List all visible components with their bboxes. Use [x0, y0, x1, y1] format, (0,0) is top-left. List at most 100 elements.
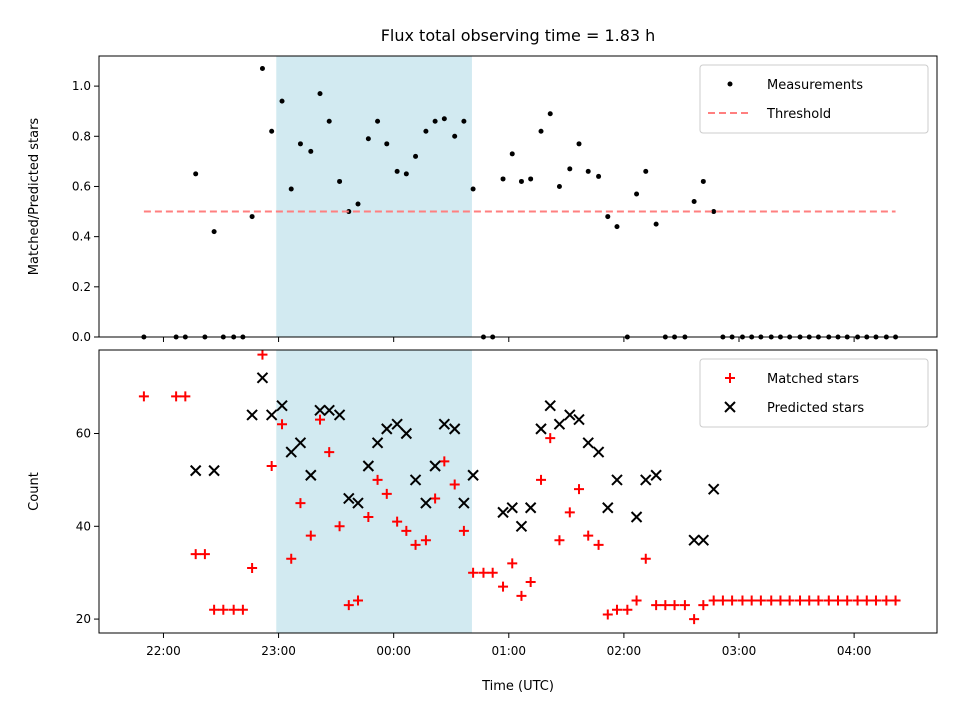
matched-star-marker [823, 595, 834, 606]
matched-star-marker [363, 512, 374, 523]
matched-star-marker [669, 600, 680, 611]
predicted-star-marker [506, 502, 518, 514]
matched-star-marker [498, 581, 509, 592]
legend-predicted-marker [724, 401, 736, 413]
matched-star-marker [640, 553, 651, 564]
measurement-point [297, 141, 303, 147]
ratio-x-axis [162, 337, 855, 342]
matched-star-marker [755, 595, 766, 606]
chart-title: Flux total observing time = 1.83 h [381, 26, 656, 45]
predicted-star-marker [535, 423, 547, 435]
matched-star-marker [257, 349, 268, 360]
measurement-point [355, 201, 361, 207]
ratio-y-tick-label: 1.0 [72, 79, 91, 93]
count-panel-frame [98, 349, 938, 634]
matched-star-marker [324, 447, 335, 458]
matched-star-marker [583, 530, 594, 541]
matched-star-marker [209, 604, 220, 615]
matched-star-marker [708, 595, 719, 606]
matched-star-marker [564, 507, 575, 518]
measurement-point [528, 176, 534, 182]
measurement-point [614, 224, 620, 230]
predicted-star-marker [305, 469, 317, 481]
matched-star-marker [689, 614, 700, 625]
time-x-axis: 22:00 23:00 00:00 01:00 02:00 03:00 04:00 [146, 633, 871, 658]
count-y-axis-label: Count [27, 472, 42, 511]
matched-star-marker [401, 525, 412, 536]
legend-label: Threshold [766, 107, 831, 122]
count-observing-span [276, 350, 472, 633]
matched-star-marker [228, 604, 239, 615]
matched-star-marker [516, 590, 527, 601]
measurement-point [193, 171, 199, 177]
matched-star-marker [478, 567, 489, 578]
measurement-point [423, 128, 429, 134]
matched-star-marker [138, 391, 149, 402]
matched-star-marker [545, 433, 556, 444]
time-x-tick-label: 00:00 [376, 644, 411, 658]
matched-star-marker [746, 595, 757, 606]
matched-star-marker [602, 609, 613, 620]
ratio-y-tick-label: 0.2 [72, 280, 91, 294]
measurement-point [288, 186, 294, 192]
measurement-point [547, 111, 553, 117]
matched-star-marker [870, 595, 881, 606]
predicted-star-marker [564, 409, 576, 421]
predicted-star-marker [420, 497, 432, 509]
matched-star-marker [795, 595, 806, 606]
measurement-point [317, 91, 323, 97]
time-x-tick-label: 22:00 [146, 644, 181, 658]
predicted-star-marker [333, 409, 346, 421]
measurement-point [643, 168, 649, 174]
matched-star-marker [536, 474, 547, 485]
ratio-y-tick-label: 0.4 [72, 230, 91, 244]
predicted-star-marker [707, 483, 720, 495]
predicted-star-marker [256, 372, 269, 384]
measurement-point [576, 141, 582, 147]
measurement-point [337, 178, 343, 184]
matched-star-marker [660, 600, 671, 611]
predicted-star-marker [208, 464, 220, 477]
matched-star-marker [430, 493, 441, 504]
measurement-point [470, 186, 476, 192]
legend-label: Predicted stars [767, 401, 864, 416]
matched-star-marker [410, 539, 421, 550]
ratio-legend-box [699, 64, 929, 134]
matched-star-marker [766, 595, 777, 606]
matched-star-marker [171, 391, 182, 402]
matched-star-marker [698, 600, 709, 611]
matched-star-marker [804, 595, 815, 606]
predicted-star-marker [391, 418, 403, 430]
matched-star-marker [218, 604, 229, 615]
time-x-tick-label: 03:00 [722, 644, 757, 658]
matched-star-marker [180, 391, 191, 402]
ratio-panel-frame [98, 55, 938, 338]
matched-star-marker [890, 595, 901, 606]
measurement-point [365, 136, 371, 142]
matched-star-marker [622, 604, 633, 615]
predicted-star-marker [285, 446, 297, 458]
matched-star-marker [295, 498, 306, 509]
time-x-axis-label: Time (UTC) [481, 679, 554, 694]
count-y-tick-label: 20 [76, 612, 91, 626]
predicted-star-marker [438, 418, 451, 430]
matched-star-marker [315, 414, 326, 425]
matched-star-marker [593, 539, 604, 550]
predicted-star-marker [458, 497, 470, 509]
predicted-star-marker [553, 418, 566, 430]
matched-star-marker [852, 595, 863, 606]
predicted-star-marker [573, 413, 585, 426]
predicted-star-marker [582, 437, 594, 449]
predicted-star-marker [640, 474, 652, 486]
predicted-star-marker [265, 409, 278, 421]
predicted-star-marker [343, 492, 355, 505]
matched-star-marker [381, 488, 392, 499]
matched-star-marker [833, 595, 844, 606]
measurement-point [585, 168, 591, 174]
legend-measurement-marker [727, 81, 733, 87]
matched-star-marker [737, 595, 748, 606]
time-x-tick-label: 23:00 [261, 644, 296, 658]
predicted-star-marker [524, 502, 537, 514]
ratio-legend: Measurements Threshold [699, 64, 929, 134]
